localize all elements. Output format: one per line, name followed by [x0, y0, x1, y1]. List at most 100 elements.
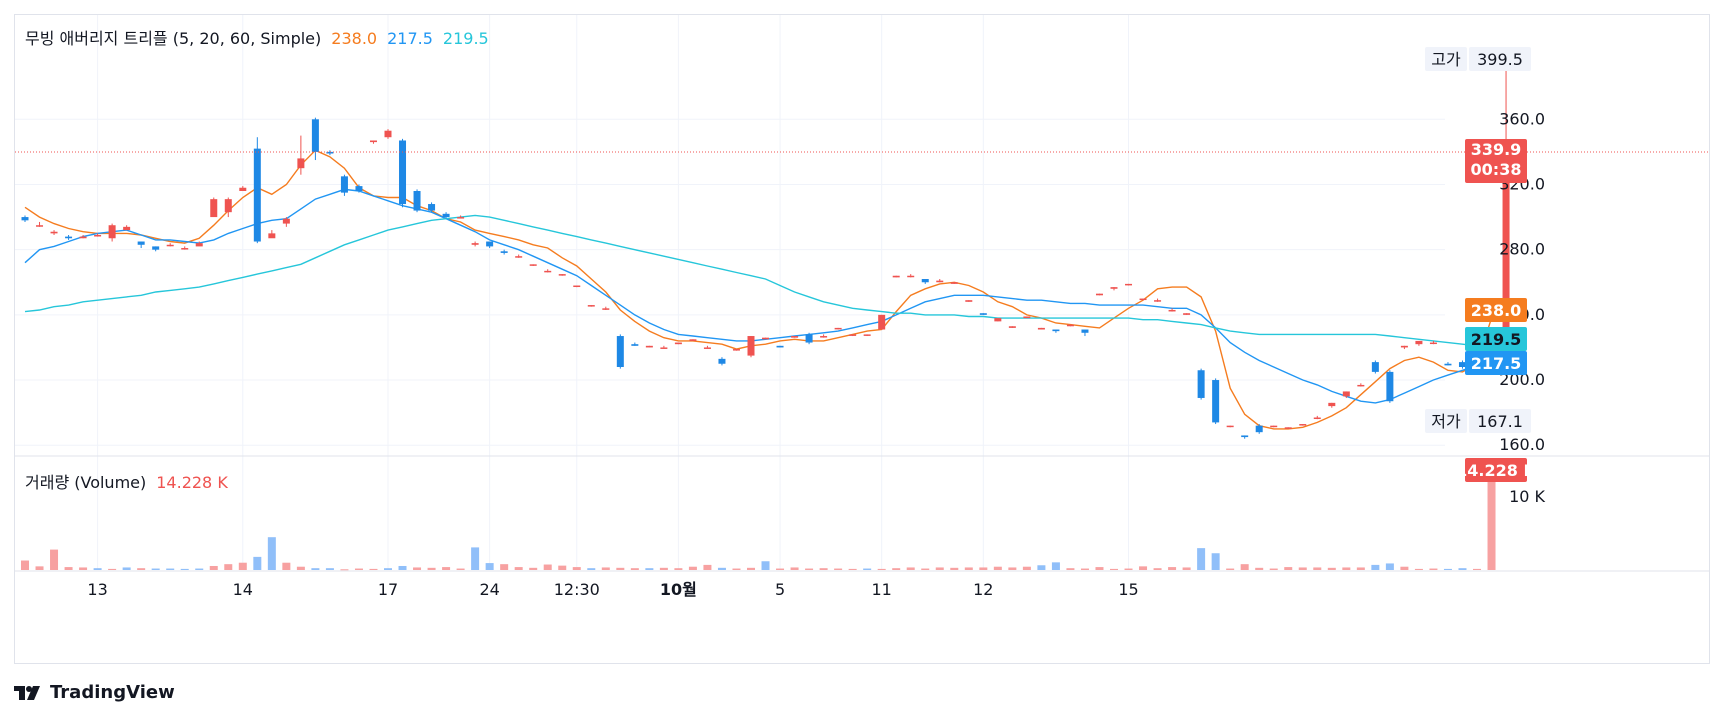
volume-bar — [224, 564, 233, 570]
volume-bar — [834, 568, 843, 570]
y-tick-label: 160.0 — [1499, 435, 1545, 454]
candle-body — [747, 336, 755, 356]
candle-body — [1008, 326, 1016, 328]
volume-bar — [950, 567, 959, 570]
candle-body — [1342, 391, 1350, 397]
candle-body — [1125, 283, 1133, 286]
volume-bar — [674, 568, 683, 570]
volume-bar — [340, 569, 349, 571]
volume-bar — [108, 568, 117, 570]
candle-body — [36, 225, 44, 227]
volume-bar — [659, 567, 668, 570]
candle-body — [587, 305, 595, 307]
volume-bar — [1255, 567, 1264, 570]
candle-body — [936, 280, 944, 283]
volume-bar — [1458, 568, 1467, 570]
volume-bar — [456, 568, 465, 570]
volume-bar — [1298, 567, 1307, 570]
volume-bar — [964, 567, 973, 570]
candle-body — [195, 243, 203, 247]
candle-body — [457, 217, 465, 219]
volume-bar — [253, 556, 262, 570]
candle-body — [181, 248, 189, 250]
candle-body — [268, 233, 276, 239]
volume-bar — [877, 568, 886, 570]
candle-body — [631, 344, 639, 346]
volume-tick-label: 10 K — [1509, 487, 1545, 506]
candle-body — [834, 327, 842, 330]
candle-body — [399, 140, 407, 205]
ma20-badge-bg — [1465, 351, 1527, 375]
ma-line-ma20 — [24, 188, 1492, 404]
volume-bar — [282, 562, 291, 570]
volume-bar — [1371, 564, 1380, 570]
high-badge-value-bg — [1469, 47, 1531, 71]
volume-bar — [1197, 548, 1206, 570]
volume-bar — [1066, 568, 1075, 570]
candle-body — [1095, 293, 1103, 296]
candle-body — [1284, 427, 1292, 429]
candle-body — [471, 243, 479, 245]
volume-bar — [805, 568, 814, 570]
candle-body — [660, 347, 668, 349]
volume-bar — [384, 568, 392, 570]
candle-body — [979, 313, 987, 315]
ma5-value: 238.0 — [331, 29, 378, 48]
y-tick-label: 360.0 — [1499, 109, 1545, 128]
volume-bar — [267, 537, 276, 570]
volume-bar — [1153, 568, 1162, 570]
candle-body — [311, 119, 319, 152]
candle-body — [602, 308, 610, 310]
candle-body — [1255, 425, 1263, 433]
candle-body — [573, 285, 581, 288]
candle-body — [1270, 425, 1278, 428]
volume-bar — [500, 564, 509, 570]
candle-body — [515, 256, 523, 258]
volume-bar — [761, 561, 770, 570]
candle-body — [79, 236, 87, 239]
candle-body — [1081, 329, 1089, 333]
tradingview-logo[interactable]: TradingView — [14, 682, 175, 703]
candle-body — [529, 264, 537, 266]
candle-body — [1154, 300, 1162, 302]
volume-bar — [645, 568, 654, 570]
volume-bar — [601, 567, 610, 570]
volume-bar — [311, 568, 320, 570]
volume-bar — [1342, 567, 1351, 570]
candle-body — [1415, 340, 1423, 345]
candle-body — [224, 199, 232, 213]
volume-bar — [587, 568, 596, 570]
volume-bar — [1443, 568, 1452, 570]
x-tick-label: 15 — [1118, 580, 1138, 599]
ma20-badge: 217.5 — [1471, 354, 1522, 373]
volume-badge-bg — [1465, 458, 1527, 482]
candle-body — [558, 274, 566, 276]
volume-bar — [906, 567, 915, 570]
volume-bar — [35, 566, 44, 570]
main-legend: 무빙 애버리지 트리플 (5, 20, 60, Simple) 238.0 217.… — [25, 25, 499, 49]
volume-bar — [1226, 568, 1235, 570]
candle-body — [1241, 435, 1249, 438]
volume-bar — [543, 564, 552, 570]
price-badge: 339.9 — [1471, 140, 1522, 159]
candle-body — [1183, 313, 1191, 315]
candle-body — [1371, 362, 1379, 372]
candle-body — [137, 241, 145, 245]
candle-body — [210, 199, 218, 218]
candle-body — [1313, 417, 1321, 420]
candle-body — [1052, 329, 1060, 332]
x-tick-label: 12:30 — [554, 580, 600, 599]
low-badge-label: 저가 — [1431, 412, 1461, 431]
candle-body — [50, 231, 58, 234]
candle-body — [442, 213, 450, 218]
volume-bar — [1429, 568, 1438, 570]
candle-body — [849, 334, 857, 336]
candle-body — [1212, 380, 1220, 423]
volume-bar — [195, 568, 204, 570]
volume-legend: 거래량 (Volume) 14.228 K — [25, 469, 238, 493]
ma60-value: 219.5 — [442, 29, 489, 48]
candle-body — [123, 226, 131, 231]
x-tick-label: 17 — [378, 580, 398, 599]
